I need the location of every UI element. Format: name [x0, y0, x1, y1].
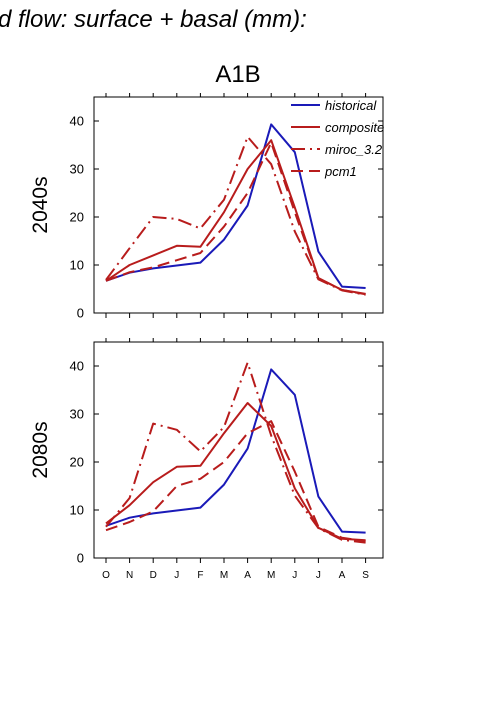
figure-title: d flow: surface + basal (mm): — [0, 6, 307, 33]
y-tick-label: 0 — [77, 306, 84, 321]
y-tick-label: 0 — [77, 551, 84, 566]
row-label: 2040s — [29, 176, 52, 233]
month-label: O — [102, 570, 110, 581]
panels: 0 10 20 30 40 2040s historical composite miroc_3… — [29, 93, 384, 581]
series-line-pcm1 — [105, 141, 366, 296]
series-line-pcm1 — [105, 420, 366, 543]
series-line-composite — [105, 402, 366, 542]
panel-1: 0 10 20 30 40 2040s historical composite miroc_3… — [29, 93, 384, 321]
month-label: S — [362, 570, 369, 581]
y-tick-label: 20 — [70, 455, 84, 470]
scenario-title: A1B — [215, 61, 260, 88]
month-label: D — [150, 570, 157, 581]
month-label: J — [292, 570, 297, 581]
y-tick-label: 40 — [70, 359, 84, 374]
month-label: M — [220, 570, 228, 581]
y-tick-label: 30 — [70, 162, 84, 177]
plot-frame — [93, 341, 384, 559]
month-label: M — [267, 570, 275, 581]
row-label: 2080s — [29, 421, 52, 478]
panel-2: 0 10 20 30 40 O N D J F M A M J J A S 2080s — [29, 338, 384, 581]
series-line-miroc-3-2 — [105, 361, 366, 544]
legend-label: pcm1 — [324, 164, 357, 179]
y-tick-label: 30 — [70, 407, 84, 422]
month-label: J — [174, 570, 179, 581]
legend-label: composite — [325, 120, 384, 135]
y-tick-label: 10 — [70, 503, 84, 518]
month-label: F — [197, 570, 203, 581]
legend-label: historical — [325, 98, 377, 113]
month-label: A — [244, 570, 251, 581]
month-label: J — [316, 570, 321, 581]
y-tick-label: 10 — [70, 258, 84, 273]
y-tick-label: 20 — [70, 210, 84, 225]
month-label: A — [339, 570, 346, 581]
series-line-miroc-3-2 — [105, 135, 366, 296]
y-tick-label: 40 — [70, 114, 84, 129]
month-label: N — [126, 570, 133, 581]
legend-label: miroc_3.2 — [325, 142, 383, 157]
plot-frame — [93, 96, 384, 314]
